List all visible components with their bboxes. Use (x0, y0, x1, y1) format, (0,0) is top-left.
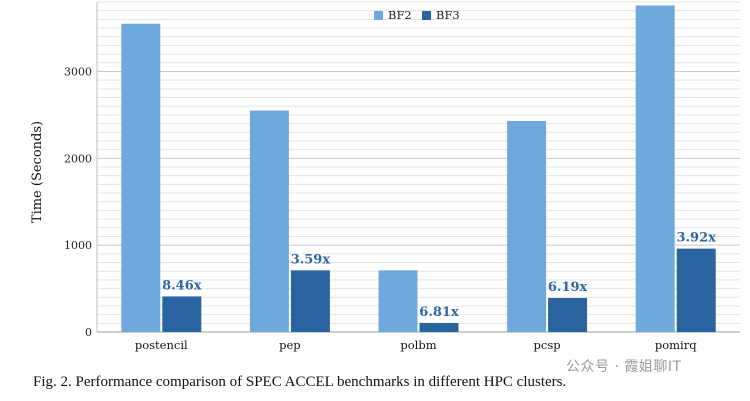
bar-bf3-pcsp (548, 297, 588, 332)
legend-label-bf3: BF3 (436, 8, 460, 22)
legend-label-bf2: BF2 (388, 8, 412, 22)
speedup-label: 8.46x (162, 278, 202, 293)
y-tick-label: 2000 (64, 152, 92, 165)
legend: BF2 BF3 (374, 8, 460, 22)
bar-bf3-pep (290, 270, 330, 332)
x-tick-label: pep (279, 338, 301, 352)
ratio-annotations: 8.46x 3.59x 6.81x 6.19x 3.92x (162, 231, 716, 320)
watermark-text: 公众号 · 霞姐聊IT (566, 359, 682, 375)
bar-bf2-pomirq (635, 5, 675, 332)
y-ticks: 0 1000 2000 3000 (64, 65, 92, 339)
legend-swatch-bf2 (374, 11, 383, 20)
legend-swatch-bf3 (422, 11, 431, 20)
figure-caption: Fig. 2. Performance comparison of SPEC A… (33, 374, 567, 390)
bar-bf3-postencil (162, 296, 202, 332)
bar-bf2-polbm (378, 270, 418, 332)
y-axis-label: Time (Seconds) (30, 121, 45, 223)
speedup-label: 3.92x (676, 231, 716, 246)
speedup-label: 3.59x (291, 252, 331, 267)
bars (121, 5, 716, 333)
y-tick-label: 3000 (64, 65, 92, 78)
y-tick-label: 1000 (64, 239, 92, 252)
bar-bf2-pcsp (507, 120, 547, 332)
bar-chart: 0 1000 2000 3000 postencil pep polbm pcsp pomir… (30, 1, 740, 352)
x-tick-label: pcsp (534, 338, 561, 352)
speedup-label: 6.19x (548, 280, 588, 295)
bar-bf3-pomirq (676, 248, 716, 332)
x-tick-label: polbm (400, 338, 436, 352)
bar-bf3-polbm (419, 322, 459, 332)
speedup-label: 6.81x (419, 305, 459, 320)
x-tick-label: postencil (135, 338, 188, 352)
x-tick-label: pomirq (655, 338, 697, 352)
gridlines (96, 1, 740, 333)
y-tick-label: 0 (85, 326, 92, 339)
x-labels: postencil pep polbm pcsp pomirq (135, 338, 697, 352)
bar-bf2-pep (249, 110, 289, 332)
bar-bf2-postencil (121, 23, 161, 333)
